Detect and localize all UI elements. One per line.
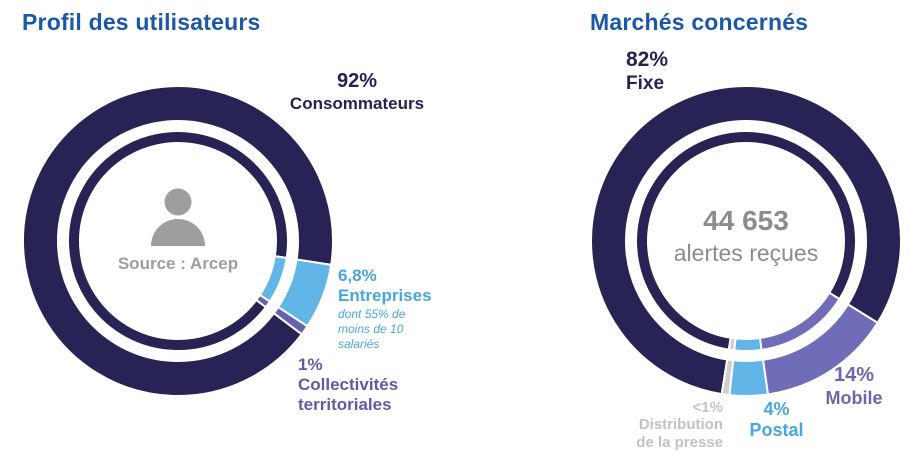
segment-label-postal: 4% Postal — [734, 399, 819, 441]
left-chart-title: Profil des utilisateurs — [22, 9, 261, 35]
segment-label-presse: <1% Distribution de la presse — [633, 399, 723, 451]
donut-segment-distribution-de-la-presse — [727, 336, 737, 352]
postal-percent: 4% — [763, 399, 790, 419]
collectivites-percent: 1% — [298, 355, 323, 374]
donut-segment-postal — [733, 336, 763, 352]
markets-donut-chart — [590, 85, 902, 397]
postal-name: Postal — [749, 420, 804, 441]
person-icon — [151, 188, 205, 246]
mobile-name: Mobile — [825, 387, 883, 408]
donut-segment-distribution-de-la-presse — [720, 358, 735, 397]
donut-segment-fixe — [590, 85, 902, 396]
donut-segment-entreprises — [258, 254, 288, 303]
right-chart-title: Marchés concernés — [590, 9, 809, 35]
donut-segment-consommateurs — [22, 85, 334, 397]
fixe-percent: 82% — [626, 48, 669, 71]
source-label: Source : Arcep — [117, 254, 239, 273]
donut-segment-postal — [728, 358, 770, 397]
left-donut-center: Source : Arcep — [98, 188, 258, 274]
consommateurs-percent: 92% — [336, 70, 378, 92]
fixe-name: Fixe — [626, 72, 665, 94]
alerts-count-value: 44 653 — [703, 205, 789, 236]
collectivites-name: Collectivités territoriales — [298, 375, 399, 415]
donut-segment-collectivites-territoriales — [272, 305, 309, 336]
donut-segment-collectivites-territoriales — [254, 293, 272, 309]
entreprises-note: dont 55% de moins de 10 salariés — [338, 307, 406, 352]
segment-label-entreprises: 6,8% Entreprises dont 55% de moins de 10… — [338, 266, 434, 352]
alerts-count-label: alertes reçues — [673, 239, 819, 266]
entreprises-percent: 6,8% — [338, 266, 377, 285]
segment-label-consommateurs: 92% Consommateurs — [277, 70, 437, 114]
mobile-percent: 14% — [833, 364, 875, 386]
presse-name: Distribution de la presse — [636, 416, 723, 451]
segment-label-fixe: 82% Fixe — [626, 48, 668, 95]
consommateurs-name: Consommateurs — [289, 93, 425, 113]
presse-percent: <1% — [692, 399, 723, 416]
right-donut-center: 44 653 alertes reçues — [666, 205, 826, 267]
entreprises-name: Entreprises — [338, 286, 432, 306]
users-profile-donut-chart — [22, 85, 334, 397]
segment-label-collectivites: 1% Collectivités territoriales — [298, 355, 416, 415]
segment-label-mobile: 14% Mobile — [799, 364, 909, 409]
